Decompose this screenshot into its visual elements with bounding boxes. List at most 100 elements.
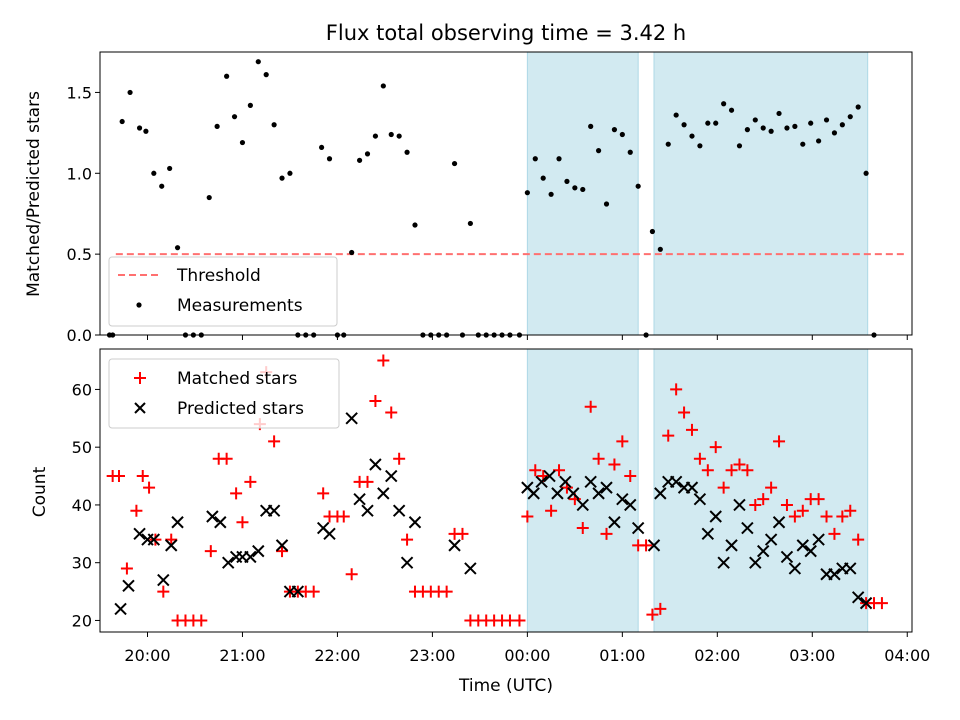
measurement-point: [364, 151, 371, 157]
measurement-point: [792, 123, 798, 129]
measurement-point: [396, 133, 402, 139]
matched-star-point: [456, 527, 469, 540]
measurement-point: [665, 141, 671, 147]
measurement-point: [673, 112, 679, 118]
measurement-point: [540, 175, 546, 181]
matched-star-point: [337, 510, 350, 523]
count-x-axis: 20:00 21:00 22:00 23:00 00:00 01:00 02:00 03:00…: [124, 632, 930, 665]
matched-star-point: [521, 510, 534, 523]
measurement-point: [713, 120, 719, 126]
predicted-star-point: [543, 469, 556, 483]
matched-star-point: [812, 493, 825, 506]
count-x-tick-label: 23:00: [409, 646, 455, 665]
measurement-point: [255, 59, 261, 65]
measurement-point: [611, 127, 618, 133]
legend-measurements-swatch: [136, 302, 142, 308]
matched-star-point: [112, 470, 125, 483]
matched-star-point: [120, 562, 133, 575]
measurement-point: [451, 160, 458, 167]
measurement-point: [657, 246, 663, 252]
predicted-star-point: [408, 516, 422, 529]
predicted-star-point: [244, 550, 257, 564]
matched-star-point: [143, 481, 156, 494]
matched-star-point: [440, 585, 453, 598]
matched-star-point: [685, 423, 698, 436]
measurement-point: [760, 125, 766, 131]
predicted-star-point: [804, 544, 817, 558]
count-x-tick-label: 21:00: [219, 646, 265, 665]
measurement-point: [412, 222, 418, 228]
measurement-point: [356, 157, 363, 163]
measurement-point: [603, 201, 610, 207]
count-x-tick-label: 03:00: [789, 646, 835, 665]
predicted-star-point: [631, 521, 645, 535]
measurement-point: [705, 120, 711, 126]
measurement-point: [572, 185, 578, 191]
predicted-star-point: [828, 568, 841, 581]
ratio-legend: Threshold Measurements: [108, 256, 338, 327]
matched-star-point: [377, 354, 390, 367]
predicted-star-point: [392, 504, 406, 517]
predicted-star-point: [527, 487, 540, 500]
predicted-star-point: [369, 458, 382, 471]
measurement-point: [167, 165, 173, 172]
predicted-star-point: [780, 550, 794, 564]
x-axis-label: Time (UTC): [458, 676, 553, 696]
predicted-star-point: [669, 475, 683, 489]
measurement-point: [271, 122, 277, 128]
count-legend-box: [108, 358, 340, 429]
measurement-point: [404, 149, 410, 155]
matched-star-point: [701, 464, 714, 477]
predicted-star-point: [584, 475, 597, 489]
measurement-point: [239, 139, 246, 146]
predicted-star-point: [693, 492, 707, 506]
measurement-point: [728, 107, 735, 113]
matched-star-point: [844, 504, 857, 517]
matched-star-point: [157, 585, 170, 598]
matched-star-point: [693, 452, 706, 465]
predicted-star-point: [725, 539, 738, 552]
matched-star-point: [608, 458, 621, 471]
legend-predicted-swatch: [134, 402, 146, 414]
matched-star-point: [780, 498, 793, 511]
matched-star-point: [828, 527, 841, 540]
measurement-point: [752, 117, 758, 123]
ratio-panel: 0.0 0.5 1.0 1.5 Matched/Predicted stars Thr…: [24, 51, 913, 345]
matched-star-point: [236, 516, 249, 529]
measurement-point: [206, 194, 212, 201]
count-x-tick-label: 00:00: [504, 646, 550, 665]
measurements-series: [106, 59, 877, 338]
measurement-point: [279, 175, 285, 181]
count-y-tick-label: 50: [72, 438, 92, 457]
matched-star-point: [220, 452, 233, 465]
predicted-star-point: [385, 469, 398, 483]
ratio-shaded-interval: [653, 51, 869, 336]
measurement-point: [800, 141, 806, 147]
measurement-point: [214, 123, 220, 129]
measurement-point: [595, 148, 602, 154]
predicted-star-point: [567, 487, 580, 500]
predicted-star-point: [157, 573, 170, 587]
predicted-star-point: [772, 516, 786, 529]
matched-star-point: [244, 475, 257, 488]
matched-star-point: [529, 464, 542, 477]
predicted-star-point: [361, 504, 374, 517]
matched-star-point: [317, 487, 330, 500]
matched-star-point: [852, 533, 865, 546]
measurement-point: [159, 183, 165, 189]
matched-star-point: [361, 475, 374, 488]
predicted-star-point: [377, 487, 390, 500]
measurement-point: [372, 133, 379, 139]
predicted-stars-series: [114, 412, 873, 616]
legend-predicted-label: Predicted stars: [177, 399, 304, 419]
predicted-star-point: [323, 527, 336, 541]
count-y-axis: 20 30 40 50 60: [72, 380, 100, 630]
measurement-point: [721, 101, 727, 107]
matched-star-point: [545, 504, 558, 517]
matched-star-point: [149, 533, 162, 546]
predicted-star-point: [608, 516, 621, 529]
matched-star-point: [741, 464, 754, 477]
measurement-point: [224, 73, 230, 79]
matched-star-point: [204, 545, 217, 558]
measurement-point: [263, 72, 269, 78]
